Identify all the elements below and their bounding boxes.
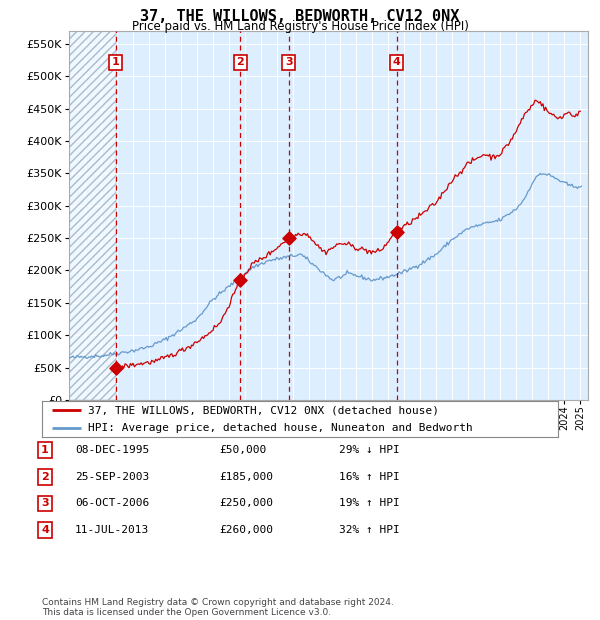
Text: £250,000: £250,000	[219, 498, 273, 508]
Text: £185,000: £185,000	[219, 472, 273, 482]
Point	[392, 227, 401, 237]
Text: £260,000: £260,000	[219, 525, 273, 535]
Text: 2: 2	[236, 58, 244, 68]
Point	[111, 363, 121, 373]
Text: Contains HM Land Registry data © Crown copyright and database right 2024.: Contains HM Land Registry data © Crown c…	[42, 598, 394, 607]
Text: HPI: Average price, detached house, Nuneaton and Bedworth: HPI: Average price, detached house, Nune…	[88, 423, 473, 433]
Text: 29% ↓ HPI: 29% ↓ HPI	[339, 445, 400, 455]
Text: Price paid vs. HM Land Registry's House Price Index (HPI): Price paid vs. HM Land Registry's House …	[131, 20, 469, 33]
Text: 3: 3	[41, 498, 49, 508]
Text: £50,000: £50,000	[219, 445, 266, 455]
Bar	[69, 31, 116, 400]
Text: 37, THE WILLOWS, BEDWORTH, CV12 0NX (detached house): 37, THE WILLOWS, BEDWORTH, CV12 0NX (det…	[88, 405, 439, 415]
Text: 25-SEP-2003: 25-SEP-2003	[75, 472, 149, 482]
Text: 06-OCT-2006: 06-OCT-2006	[75, 498, 149, 508]
Point	[284, 233, 293, 243]
Text: 08-DEC-1995: 08-DEC-1995	[75, 445, 149, 455]
Text: 1: 1	[112, 58, 119, 68]
Text: 4: 4	[393, 58, 401, 68]
Text: 37, THE WILLOWS, BEDWORTH, CV12 0NX: 37, THE WILLOWS, BEDWORTH, CV12 0NX	[140, 9, 460, 24]
Text: 19% ↑ HPI: 19% ↑ HPI	[339, 498, 400, 508]
Text: 3: 3	[285, 58, 293, 68]
Text: 4: 4	[41, 525, 49, 535]
Point	[236, 275, 245, 285]
Text: 1: 1	[41, 445, 49, 455]
Text: This data is licensed under the Open Government Licence v3.0.: This data is licensed under the Open Gov…	[42, 608, 331, 617]
Text: 32% ↑ HPI: 32% ↑ HPI	[339, 525, 400, 535]
Text: 11-JUL-2013: 11-JUL-2013	[75, 525, 149, 535]
Text: 2: 2	[41, 472, 49, 482]
Text: 16% ↑ HPI: 16% ↑ HPI	[339, 472, 400, 482]
Bar	[69, 31, 116, 400]
